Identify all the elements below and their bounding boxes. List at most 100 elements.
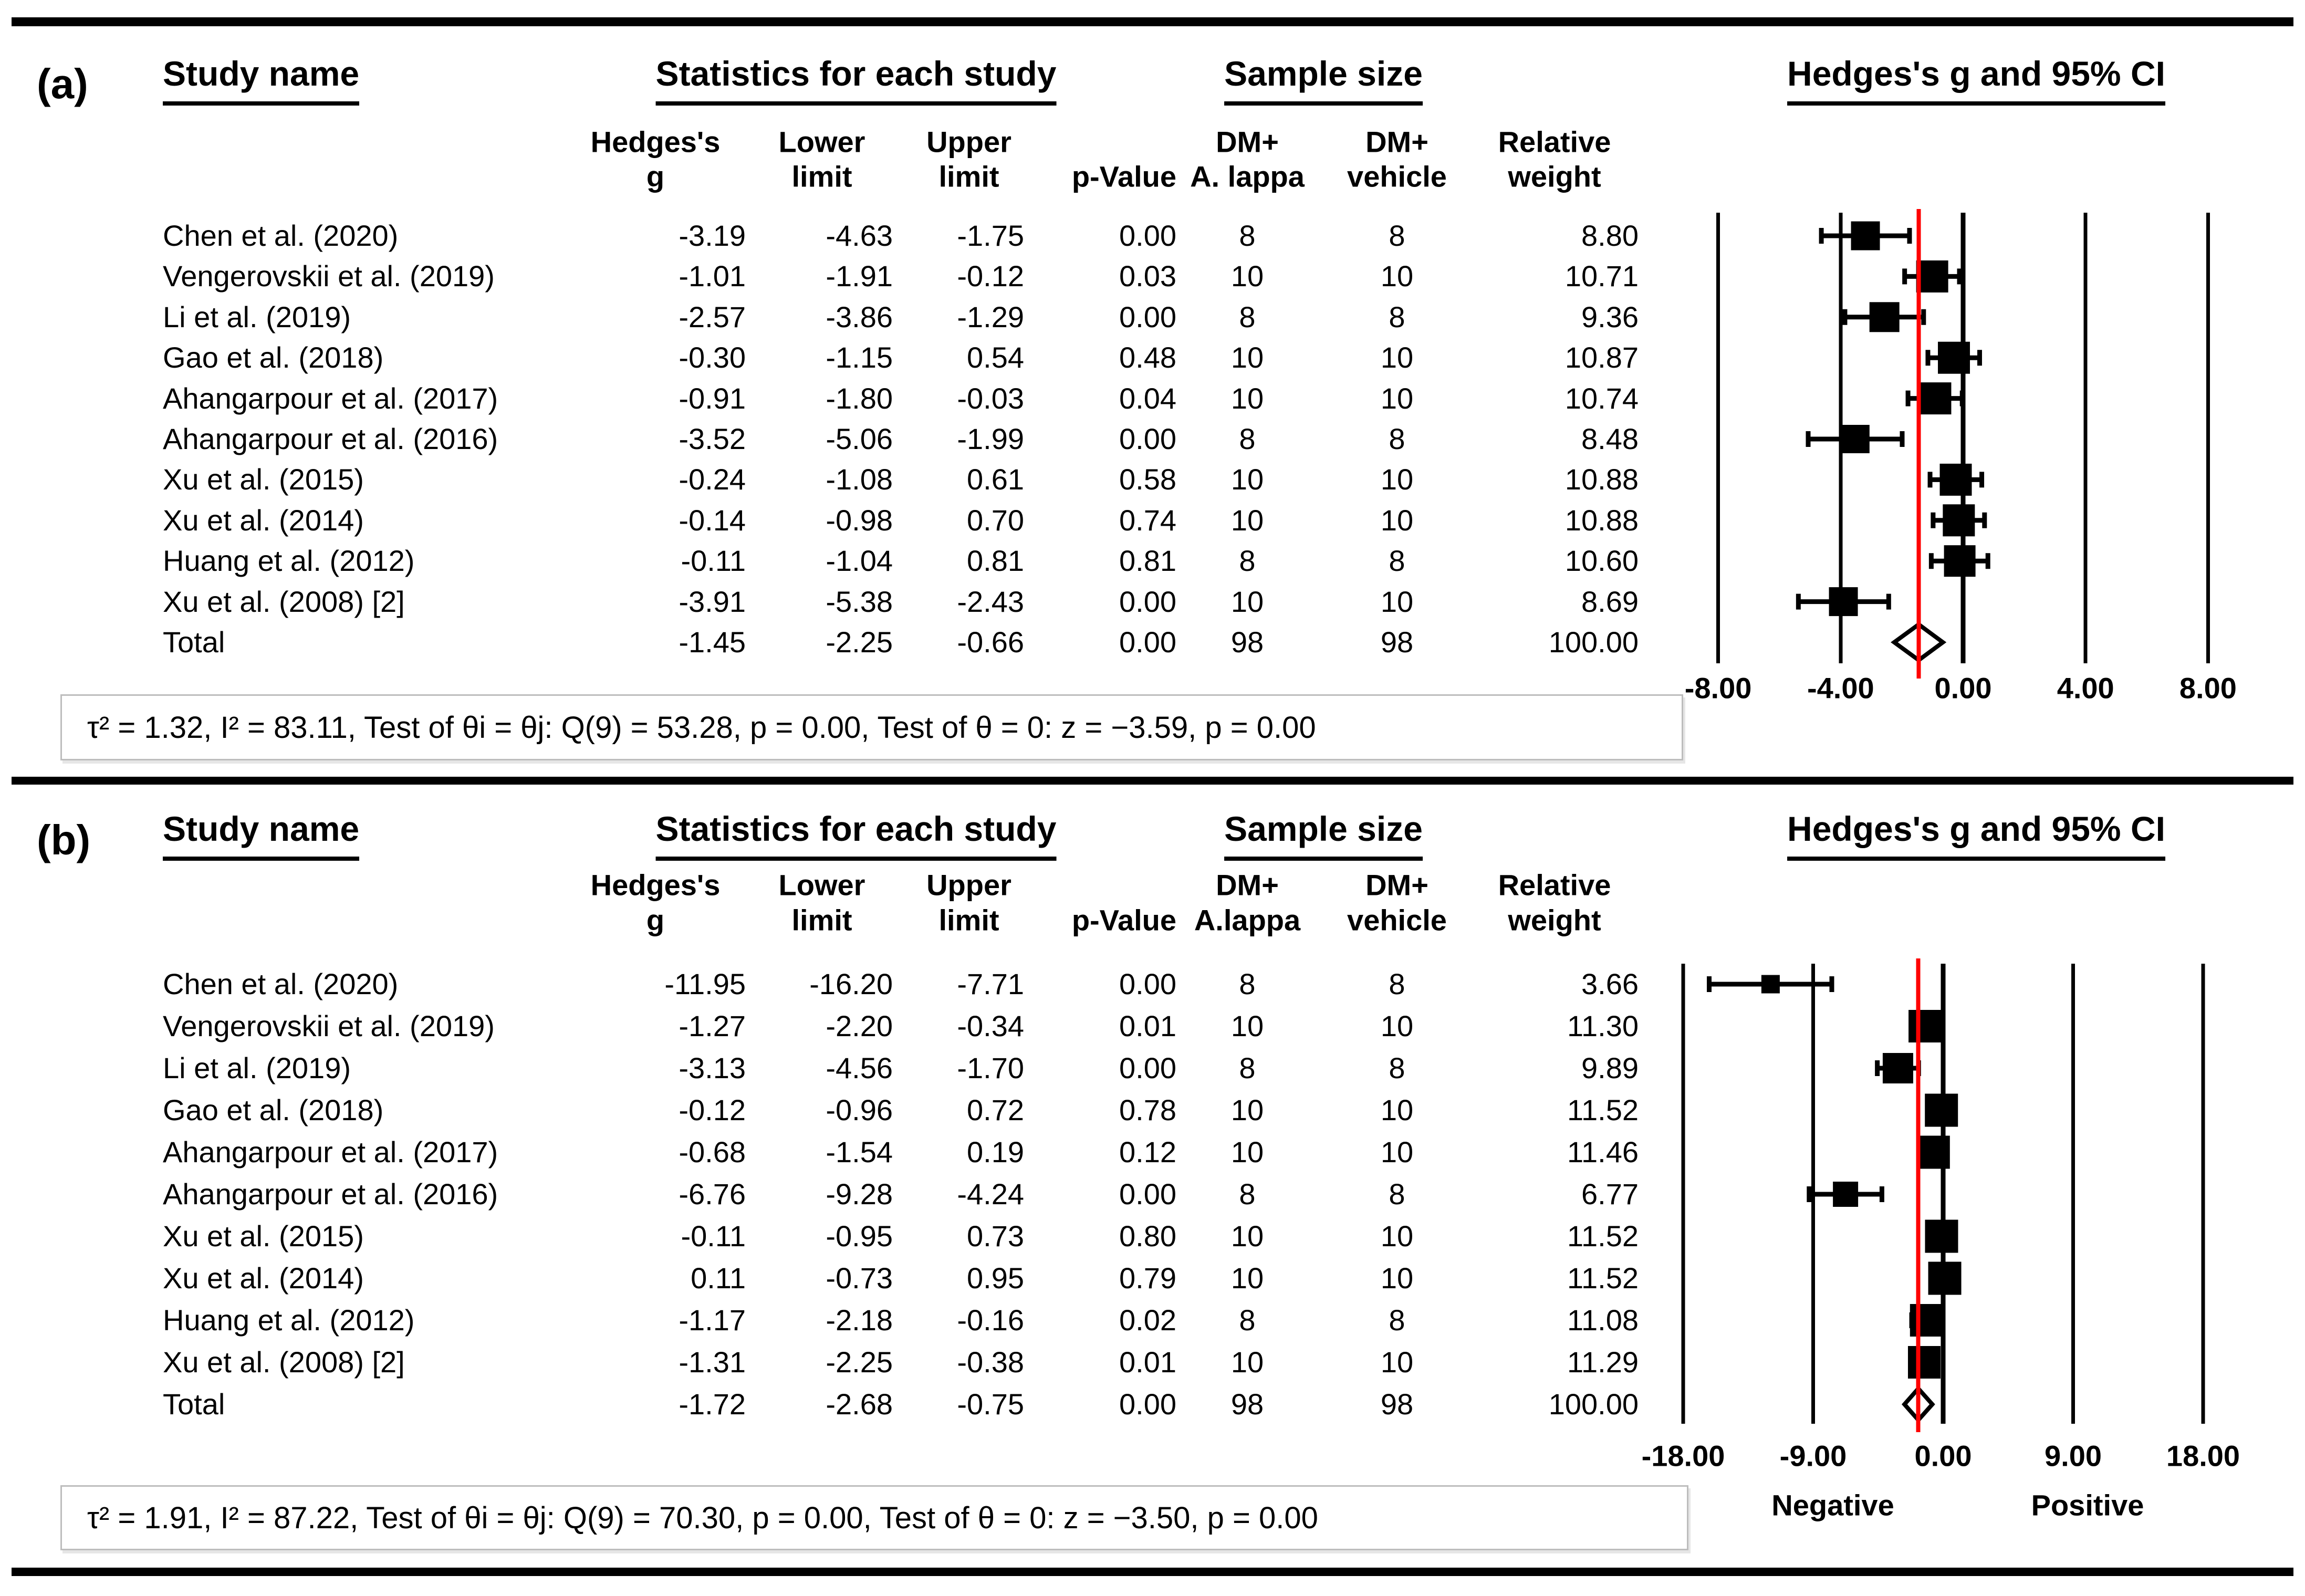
top-rule (12, 17, 2293, 26)
p-value-b-row-7: 0.79 (1119, 1261, 1176, 1295)
effect-square (1919, 382, 1952, 415)
study-name-b-row-0: Chen et al. (2020) (163, 967, 399, 1000)
relative-weight-a-row-5: 8.48 (1581, 422, 1639, 455)
n-control-a-row-1: 10 (1380, 259, 1414, 293)
p-value-b-row-2: 0.00 (1119, 1051, 1176, 1084)
effect-square (1916, 260, 1948, 293)
relative-weight-b-row-8: 11.08 (1567, 1303, 1639, 1337)
p-value-a-row-2: 0.00 (1119, 300, 1176, 333)
n-treatment-b-row-5: 8 (1239, 1177, 1256, 1211)
n-treatment-b-row-10: 98 (1230, 1388, 1264, 1421)
upper-limit-b-row-0: -7.71 (957, 967, 1024, 1000)
n-control-b-row-0: 8 (1389, 967, 1405, 1000)
p-value-b-row-8: 0.02 (1119, 1303, 1176, 1337)
hedges-g-a-row-2: -2.57 (679, 300, 746, 333)
effect-square (1925, 1093, 1958, 1127)
n-treatment-a-row-9: 10 (1230, 585, 1264, 618)
lower-limit-b-row-9: -2.25 (826, 1345, 893, 1379)
upper-limit-a-row-0: -1.75 (957, 219, 1024, 252)
p-value-b-row-9: 0.01 (1119, 1345, 1176, 1379)
lower-limit-b-row-4: -1.54 (826, 1135, 893, 1169)
effect-square (1908, 1010, 1942, 1042)
n-control-a-row-9: 10 (1380, 585, 1414, 618)
panel-a-heterogeneity-text: τ² = 1.32, I² = 83.11, Test of θi = θj: … (87, 710, 1316, 745)
panel-b-heterogeneity-box: τ² = 1.91, I² = 87.22, Test of θi = θj: … (60, 1485, 1688, 1550)
n-control-a-row-8: 8 (1389, 544, 1405, 578)
relative-weight-a-row-8: 10.60 (1565, 544, 1639, 578)
effect-square (1944, 545, 1976, 577)
relative-weight-b-row-9: 11.29 (1567, 1345, 1639, 1379)
p-value-a-row-6: 0.58 (1119, 463, 1176, 496)
study-name-a-row-6: Xu et al. (2015) (163, 463, 364, 496)
n-control-a-row-2: 8 (1389, 300, 1405, 333)
lower-limit-a-row-4: -1.80 (826, 381, 893, 415)
study-name-b-row-9: Xu et al. (2008) [2] (163, 1345, 405, 1379)
p-value-a-row-4: 0.04 (1119, 381, 1176, 415)
panel-b-header-ci: Hedges's g and 95% CI (1787, 809, 2165, 861)
n-treatment-b-row-8: 8 (1239, 1303, 1256, 1337)
panel-b-colhead-pvalue: p-Value (1071, 903, 1176, 937)
relative-weight-a-row-3: 10.87 (1565, 341, 1639, 374)
panel-b-colhead-upper: Upper (926, 868, 1011, 902)
p-value-b-row-0: 0.00 (1119, 967, 1176, 1000)
upper-limit-b-row-6: 0.73 (967, 1219, 1024, 1253)
n-control-a-row-5: 8 (1389, 422, 1405, 455)
study-name-b-row-4: Ahangarpour et al. (2017) (163, 1135, 498, 1169)
p-value-a-row-7: 0.74 (1119, 503, 1176, 537)
hedges-g-a-row-3: -0.30 (679, 341, 746, 374)
upper-limit-b-row-2: -1.70 (957, 1051, 1024, 1084)
n-control-b-row-10: 98 (1380, 1388, 1414, 1421)
relative-weight-a-row-4: 10.74 (1565, 381, 1639, 415)
panel-a-header-statistics: Statistics for each study (655, 54, 1057, 106)
panel-a-colhead-dm-vehicle-top: DM+ (1365, 125, 1428, 159)
upper-limit-a-row-10: -0.66 (957, 625, 1024, 659)
hedges-g-b-row-9: -1.31 (679, 1345, 746, 1379)
n-control-b-row-4: 10 (1380, 1135, 1414, 1169)
panel-a-tag: (a) (37, 60, 88, 107)
axis-tick-label: -4.00 (1807, 672, 1874, 705)
n-treatment-a-row-6: 10 (1230, 463, 1264, 496)
panel-a-header-study: Study name (163, 54, 360, 106)
negative-region-label: Negative (1771, 1488, 1894, 1522)
lower-limit-b-row-8: -2.18 (826, 1303, 893, 1337)
n-treatment-b-row-4: 10 (1230, 1135, 1264, 1169)
effect-square (1869, 302, 1900, 332)
axis-tick-label: 0.00 (1935, 672, 1992, 705)
hedges-g-a-row-8: -0.11 (681, 544, 746, 578)
panel-divider-rule (12, 777, 2293, 785)
panel-a-colhead-dm-vehicle-bot: vehicle (1347, 160, 1447, 193)
upper-limit-a-row-2: -1.29 (957, 300, 1024, 333)
study-name-a-row-9: Xu et al. (2008) [2] (163, 585, 405, 618)
n-treatment-a-row-8: 8 (1239, 544, 1256, 578)
axis-tick-label: 8.00 (2179, 672, 2237, 705)
n-control-b-row-7: 10 (1380, 1261, 1414, 1295)
panel-a-colhead-upper-limit: limit (938, 160, 999, 193)
hedges-g-b-row-10: -1.72 (679, 1388, 746, 1421)
effect-square (1910, 1304, 1943, 1337)
panel-a-colhead-pvalue: p-Value (1071, 160, 1176, 193)
relative-weight-a-row-10: 100.00 (1548, 625, 1639, 659)
study-name-a-row-8: Huang et al. (2012) (163, 544, 415, 578)
lower-limit-a-row-10: -2.25 (826, 625, 893, 659)
panel-a-header-ci: Hedges's g and 95% CI (1787, 54, 2165, 106)
hedges-g-b-row-1: -1.27 (679, 1009, 746, 1042)
upper-limit-a-row-7: 0.70 (967, 503, 1024, 537)
lower-limit-b-row-3: -0.96 (826, 1093, 893, 1126)
study-name-a-row-5: Ahangarpour et al. (2016) (163, 422, 498, 455)
panel-a-colhead-hedges: Hedges's (590, 125, 721, 159)
panel-a-colhead-dm-lappa-top: DM+ (1216, 125, 1279, 159)
upper-limit-b-row-3: 0.72 (967, 1093, 1024, 1126)
relative-weight-a-row-0: 8.80 (1581, 219, 1639, 252)
axis-tick-label: 9.00 (2045, 1439, 2102, 1473)
panel-a-forest-plot: -8.00 -4.00 0.00 4.00 8.00 (1685, 209, 2237, 705)
panel-b-header-sample-size: Sample size (1224, 809, 1423, 861)
lower-limit-b-row-2: -4.56 (826, 1051, 893, 1084)
relative-weight-a-row-2: 9.36 (1581, 300, 1639, 333)
hedges-g-a-row-1: -1.01 (679, 259, 746, 293)
n-treatment-b-row-2: 8 (1239, 1051, 1256, 1084)
panel-a-colhead-weight: weight (1508, 160, 1601, 193)
n-treatment-a-row-1: 10 (1230, 259, 1264, 293)
study-name-a-row-10: Total (163, 625, 225, 659)
panel-b-tag: (b) (37, 817, 91, 863)
